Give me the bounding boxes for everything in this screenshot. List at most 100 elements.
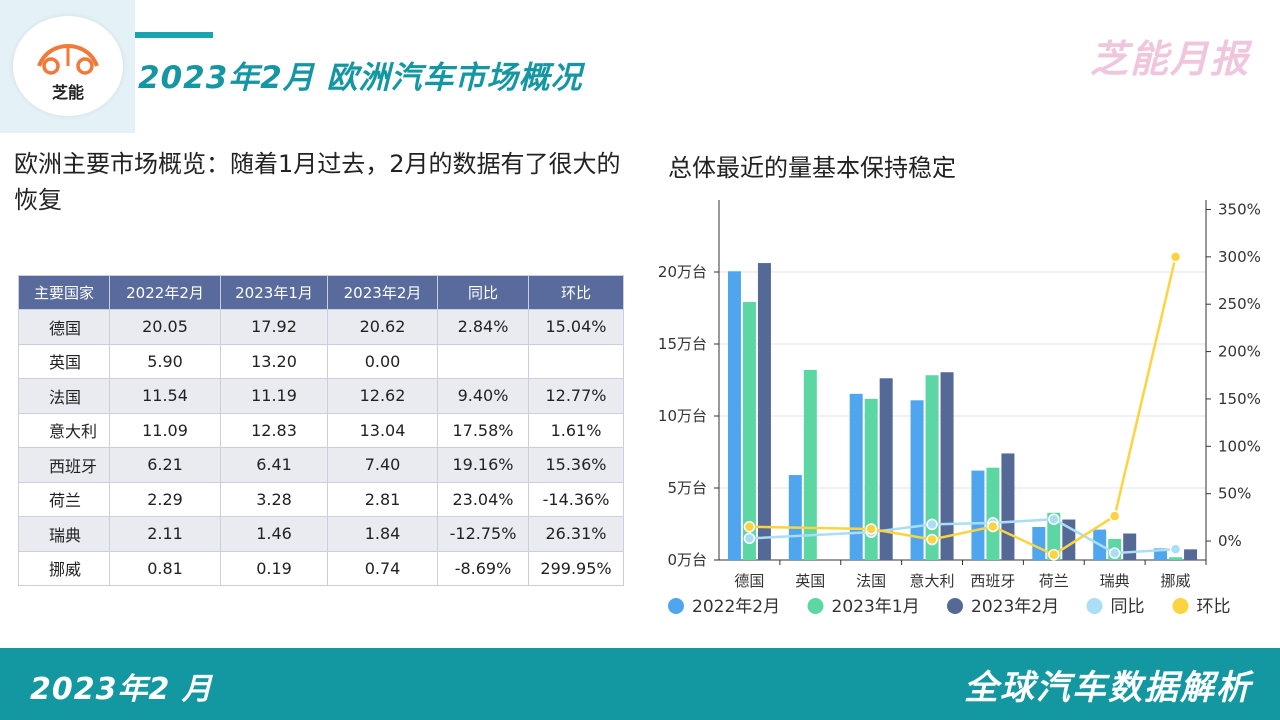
bar (986, 467, 1000, 560)
table-cell: 2.84% (437, 309, 529, 345)
table-cell: 3.28 (220, 481, 328, 517)
data-point (1048, 548, 1060, 561)
table-header: 同比 (437, 275, 529, 310)
footer-date: 2023年2 月 (30, 672, 213, 707)
x-tick-label: 挪威 (1161, 572, 1191, 590)
bar (879, 378, 893, 560)
logo-panel: 芝能 (0, 0, 135, 133)
y-tick-label-left: 15万台 (658, 335, 707, 353)
table-cell: 荷兰 (18, 481, 110, 517)
data-point (987, 520, 999, 533)
legend-label: 环比 (1197, 597, 1231, 617)
data-point (1108, 510, 1121, 522)
legend-marker (1172, 598, 1189, 614)
brand-watermark: 芝能月报 (1089, 37, 1250, 81)
x-tick-label: 英国 (795, 572, 825, 590)
data-point (1048, 513, 1060, 525)
table-cell: 15.04% (528, 309, 624, 345)
y-tick-label-right: 50% (1218, 485, 1251, 503)
legend-label: 2022年2月 (692, 597, 780, 617)
data-point (1108, 547, 1121, 559)
data-point (743, 521, 756, 533)
intro-text: 欧洲主要市场概览：随着1月过去，2月的数据有了很大的恢复 (14, 150, 621, 214)
legend-marker (1086, 598, 1103, 614)
legend-marker (947, 598, 963, 614)
table-cell: 15.36% (528, 447, 624, 483)
data-point (926, 533, 938, 546)
table-cell: 20.62 (327, 309, 438, 345)
logo-text: 芝能 (51, 83, 84, 102)
table-cell: 1.84 (327, 516, 438, 552)
combo-chart: 0万台 5万台 10万台 15万台 20万台 0% 50% 100% 150% 200% 250% 3… (658, 200, 1261, 617)
y-tick-label-right: 0% (1218, 532, 1242, 550)
bar (1184, 549, 1198, 560)
table-cell: 13.20 (220, 343, 328, 379)
table-cell: 1.61% (528, 412, 624, 448)
y-tick-label-left: 20万台 (658, 263, 707, 281)
logo: 芝能 (13, 16, 123, 116)
bar (1123, 533, 1137, 560)
table-cell: 12.62 (327, 378, 438, 414)
legend-label: 2023年2月 (971, 597, 1059, 617)
chart-title: 总体最近的量基本保持稳定 (668, 154, 956, 182)
y-tick-label-right: 300% (1218, 248, 1261, 266)
table-cell: 5.90 (109, 343, 221, 379)
table-cell: 德国 (18, 309, 110, 345)
y-tick-label-left: 10万台 (658, 407, 707, 425)
data-point (743, 532, 756, 545)
x-tick-label: 瑞典 (1100, 572, 1130, 590)
x-tick-label: 荷兰 (1039, 572, 1069, 590)
table-row: 荷兰 2.29 3.28 2.81 23.04% -14.36% (18, 481, 624, 517)
y-tick-label-right: 350% (1218, 200, 1261, 218)
bar (925, 375, 939, 560)
table-row: 瑞典 2.11 1.46 1.84 -12.75% 26.31% (18, 516, 624, 552)
y-tick-label-right: 250% (1218, 295, 1261, 313)
table-cell: 西班牙 (18, 447, 110, 483)
table-cell: 6.41 (220, 447, 328, 483)
table-cell (528, 343, 624, 379)
bar (940, 372, 954, 560)
table-cell: 法国 (18, 378, 110, 414)
x-tick-label: 法国 (856, 572, 886, 590)
table-cell: 12.83 (220, 412, 328, 448)
table-cell: 17.58% (437, 412, 529, 448)
table-cell: 2.11 (109, 516, 221, 552)
bar (1169, 557, 1183, 560)
bar (757, 263, 771, 560)
y-tick-label-left: 5万台 (667, 479, 707, 497)
table-cell: 瑞典 (18, 516, 110, 552)
table-cell: 11.54 (109, 378, 221, 414)
table-cell: 挪威 (18, 550, 110, 586)
legend-marker (668, 598, 684, 614)
table-cell: 0.81 (109, 550, 221, 586)
y-tick-label-right: 150% (1218, 390, 1261, 408)
table-row: 法国 11.54 11.19 12.62 9.40% 12.77% (18, 378, 624, 414)
table-cell: -8.69% (437, 550, 529, 586)
bar (971, 470, 985, 560)
market-table: 主要国家 2022年2月 2023年1月 2023年2月 同比 环比 德国 20… (18, 275, 624, 586)
data-point (1169, 251, 1182, 263)
bar (910, 400, 924, 560)
table-cell: 英国 (18, 343, 110, 379)
bar (1047, 512, 1061, 560)
table-cell: 299.95% (528, 550, 624, 586)
bar (849, 393, 863, 560)
y-tick-label-right: 200% (1218, 343, 1261, 361)
table-cell: -12.75% (437, 516, 529, 552)
footer-bar: 2023年2 月 全球汽车数据解析 (0, 648, 1280, 720)
legend-marker (807, 598, 824, 614)
table-cell: 12.77% (528, 378, 624, 414)
table-header: 主要国家 (18, 275, 110, 310)
legend-label: 同比 (1111, 597, 1145, 617)
bar (788, 475, 802, 560)
table-cell: 0.74 (327, 550, 438, 586)
data-point (865, 523, 877, 535)
data-point (926, 518, 938, 531)
x-tick-label: 德国 (734, 572, 764, 590)
table-cell: 11.09 (109, 412, 221, 448)
title-accent-bar (135, 32, 213, 38)
footer-slogan: 全球汽车数据解析 (964, 668, 1252, 708)
bar (1154, 548, 1168, 560)
bar (1001, 453, 1015, 560)
